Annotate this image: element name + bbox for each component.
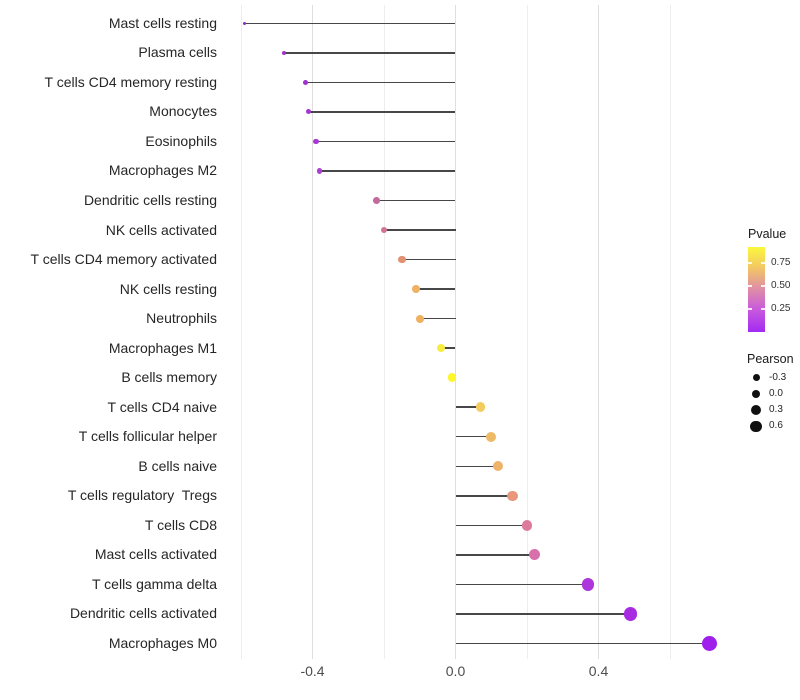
lollipop-point bbox=[486, 431, 497, 442]
y-axis-label: Macrophages M1 bbox=[108, 339, 217, 356]
pearson-legend-dot bbox=[751, 405, 761, 416]
colorbar-tick-mark bbox=[748, 308, 752, 310]
y-axis-label: Mast cells resting bbox=[108, 14, 217, 31]
pearson-legend-label: 0.0 bbox=[769, 387, 783, 399]
lollipop-stem bbox=[308, 111, 456, 113]
colorbar-tick-label: 0.25 bbox=[771, 303, 791, 315]
lollipop-point bbox=[493, 461, 504, 472]
lollipop-stem bbox=[319, 170, 456, 172]
y-axis-label: B cells naive bbox=[138, 457, 217, 474]
lollipop-point bbox=[302, 79, 308, 85]
y-axis-label: T cells CD8 bbox=[144, 516, 217, 533]
lollipop-point bbox=[507, 490, 518, 501]
y-axis-label: Mast cells activated bbox=[94, 546, 217, 563]
pearson-legend-title: Pearson bbox=[747, 352, 794, 366]
minor-gridline bbox=[240, 5, 242, 659]
colorbar-tick-label: 0.50 bbox=[771, 280, 791, 292]
lollipop-stem bbox=[376, 199, 456, 202]
lollipop-point bbox=[306, 109, 312, 115]
pvalue-colorbar bbox=[748, 247, 765, 332]
lollipop-point bbox=[436, 343, 446, 353]
y-axis-label: Dendritic cells resting bbox=[83, 191, 217, 208]
lollipop-point bbox=[475, 402, 486, 412]
y-axis-label: T cells CD4 memory activated bbox=[30, 251, 217, 268]
lollipop-stem bbox=[455, 435, 492, 438]
lollipop-stem bbox=[455, 613, 631, 615]
lollipop-stem bbox=[455, 554, 535, 556]
lollipop-stem bbox=[455, 583, 588, 586]
pvalue-legend-title: Pvalue bbox=[748, 227, 787, 241]
y-axis-label: T cells CD4 memory resting bbox=[44, 73, 217, 90]
lollipop-point bbox=[317, 168, 323, 174]
colorbar-tick-mark bbox=[761, 262, 765, 264]
lollipop-point bbox=[380, 226, 388, 234]
lollipop-stem bbox=[244, 22, 456, 25]
lollipop-stem bbox=[305, 81, 456, 84]
pearson-legend-label: -0.3 bbox=[769, 371, 787, 383]
major-gridline bbox=[455, 5, 456, 659]
lollipop-stem bbox=[455, 465, 499, 467]
y-axis-label: Macrophages M2 bbox=[108, 162, 217, 179]
y-axis-label: Neutrophils bbox=[146, 310, 217, 327]
y-axis-label: Dendritic cells activated bbox=[69, 605, 217, 622]
y-axis-label: T cells CD4 naive bbox=[107, 398, 217, 415]
lollipop-stem bbox=[455, 495, 513, 497]
y-axis-label: Plasma cells bbox=[138, 44, 217, 61]
minor-gridline bbox=[526, 5, 528, 659]
lollipop-point bbox=[521, 519, 533, 531]
y-axis-label: T cells gamma delta bbox=[91, 575, 217, 592]
lollipop-stem bbox=[455, 406, 481, 408]
lollipop-point bbox=[623, 607, 638, 621]
lollipop-point bbox=[412, 285, 421, 293]
lollipop-stem bbox=[441, 347, 456, 349]
lollipop-point bbox=[398, 255, 406, 264]
pearson-legend-dot bbox=[751, 389, 761, 399]
colorbar-tick-label: 0.75 bbox=[771, 257, 791, 269]
colorbar-tick-mark bbox=[761, 285, 765, 287]
lollipop-point bbox=[415, 314, 424, 323]
minor-gridline bbox=[669, 5, 671, 659]
lollipop-stem bbox=[316, 140, 456, 143]
lollipop-point bbox=[373, 197, 381, 204]
y-axis-label: B cells memory bbox=[121, 369, 217, 386]
pearson-legend-dot bbox=[750, 420, 762, 433]
lollipop-point bbox=[242, 21, 247, 25]
lollipop-stem bbox=[384, 229, 456, 231]
y-axis-label: Eosinophils bbox=[145, 132, 217, 149]
lollipop-point bbox=[447, 373, 457, 383]
pearson-legend-dot bbox=[752, 374, 760, 382]
pearson-legend-label: 0.3 bbox=[769, 404, 783, 416]
lollipop-point bbox=[528, 549, 540, 561]
lollipop-stem bbox=[416, 288, 456, 290]
x-tick-label: 0.4 bbox=[588, 663, 609, 679]
y-axis-label: Macrophages M0 bbox=[108, 634, 217, 651]
lollipop-stem bbox=[401, 258, 456, 261]
colorbar-tick-mark bbox=[748, 285, 752, 287]
lollipop-point bbox=[701, 635, 718, 652]
colorbar-tick-mark bbox=[761, 308, 765, 310]
lollipop-point bbox=[581, 578, 594, 591]
colorbar-tick-mark bbox=[748, 262, 752, 264]
x-tick-label: -0.4 bbox=[300, 663, 325, 679]
lollipop-stem bbox=[455, 642, 710, 645]
y-axis-label: NK cells resting bbox=[119, 280, 217, 297]
lollipop-stem bbox=[455, 524, 527, 527]
y-axis-label: T cells regulatory Tregs bbox=[67, 487, 217, 504]
y-axis-label: Monocytes bbox=[149, 103, 217, 120]
y-axis-label: T cells follicular helper bbox=[78, 428, 217, 445]
pearson-legend-label: 0.6 bbox=[769, 420, 783, 432]
y-axis-label: NK cells activated bbox=[105, 221, 217, 238]
major-gridline bbox=[598, 5, 599, 659]
lollipop-stem bbox=[283, 52, 456, 54]
lollipop-point bbox=[313, 138, 319, 144]
major-gridline bbox=[312, 5, 313, 659]
x-tick-label: 0.0 bbox=[445, 663, 466, 679]
lollipop-stem bbox=[419, 317, 456, 320]
minor-gridline bbox=[383, 5, 385, 659]
lollipop-point bbox=[281, 50, 287, 55]
